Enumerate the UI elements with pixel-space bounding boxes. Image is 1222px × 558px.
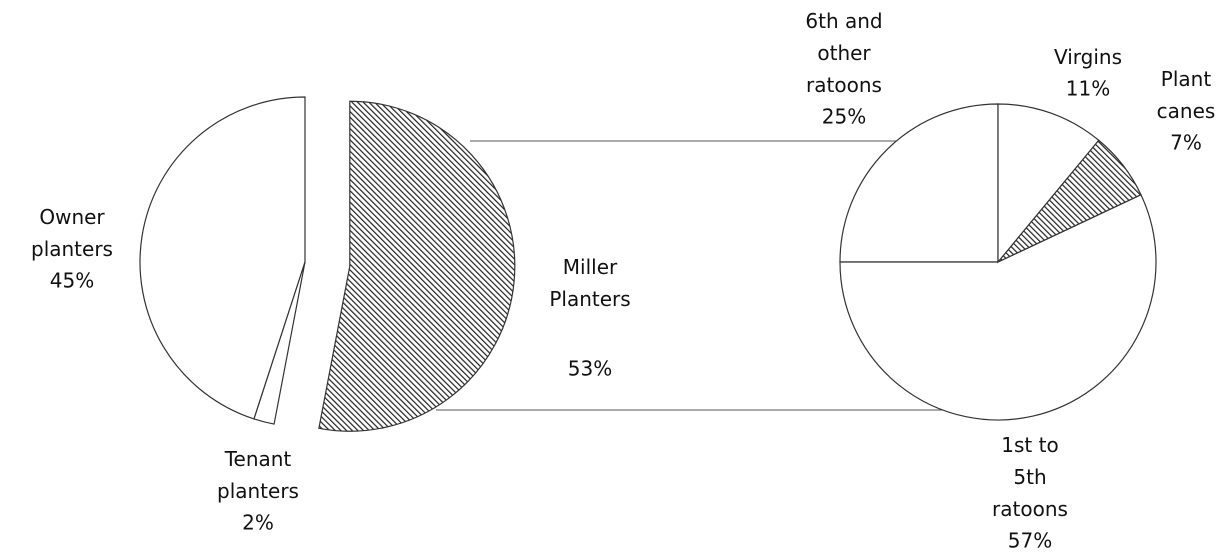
slice-label: Plant canes xyxy=(1157,67,1216,123)
slice-label: Tenant planters xyxy=(217,447,299,503)
slice-value-label: 25% xyxy=(822,105,866,129)
slice-value-label: 45% xyxy=(50,269,94,293)
pie-slice xyxy=(997,103,1100,264)
slice-label: Miller Planters xyxy=(549,255,630,311)
pie-slice xyxy=(318,100,516,432)
slice-value-label: 57% xyxy=(1008,529,1052,553)
slice-value-label: 53% xyxy=(568,357,612,381)
slice-value-label: 11% xyxy=(1066,77,1110,101)
pie-slice xyxy=(253,261,306,425)
slice-label: Owner planters xyxy=(31,205,113,261)
slice-value-label: 7% xyxy=(1170,131,1202,155)
pie-slice xyxy=(839,193,1157,421)
slice-label: Virgins xyxy=(1054,45,1122,69)
slice-label: 6th and other ratoons xyxy=(805,9,882,97)
slice-value-label: 2% xyxy=(242,511,274,535)
pie-slice xyxy=(839,103,999,263)
pie-slice xyxy=(139,96,306,420)
slice-label: 1st to 5th ratoons xyxy=(992,433,1068,521)
